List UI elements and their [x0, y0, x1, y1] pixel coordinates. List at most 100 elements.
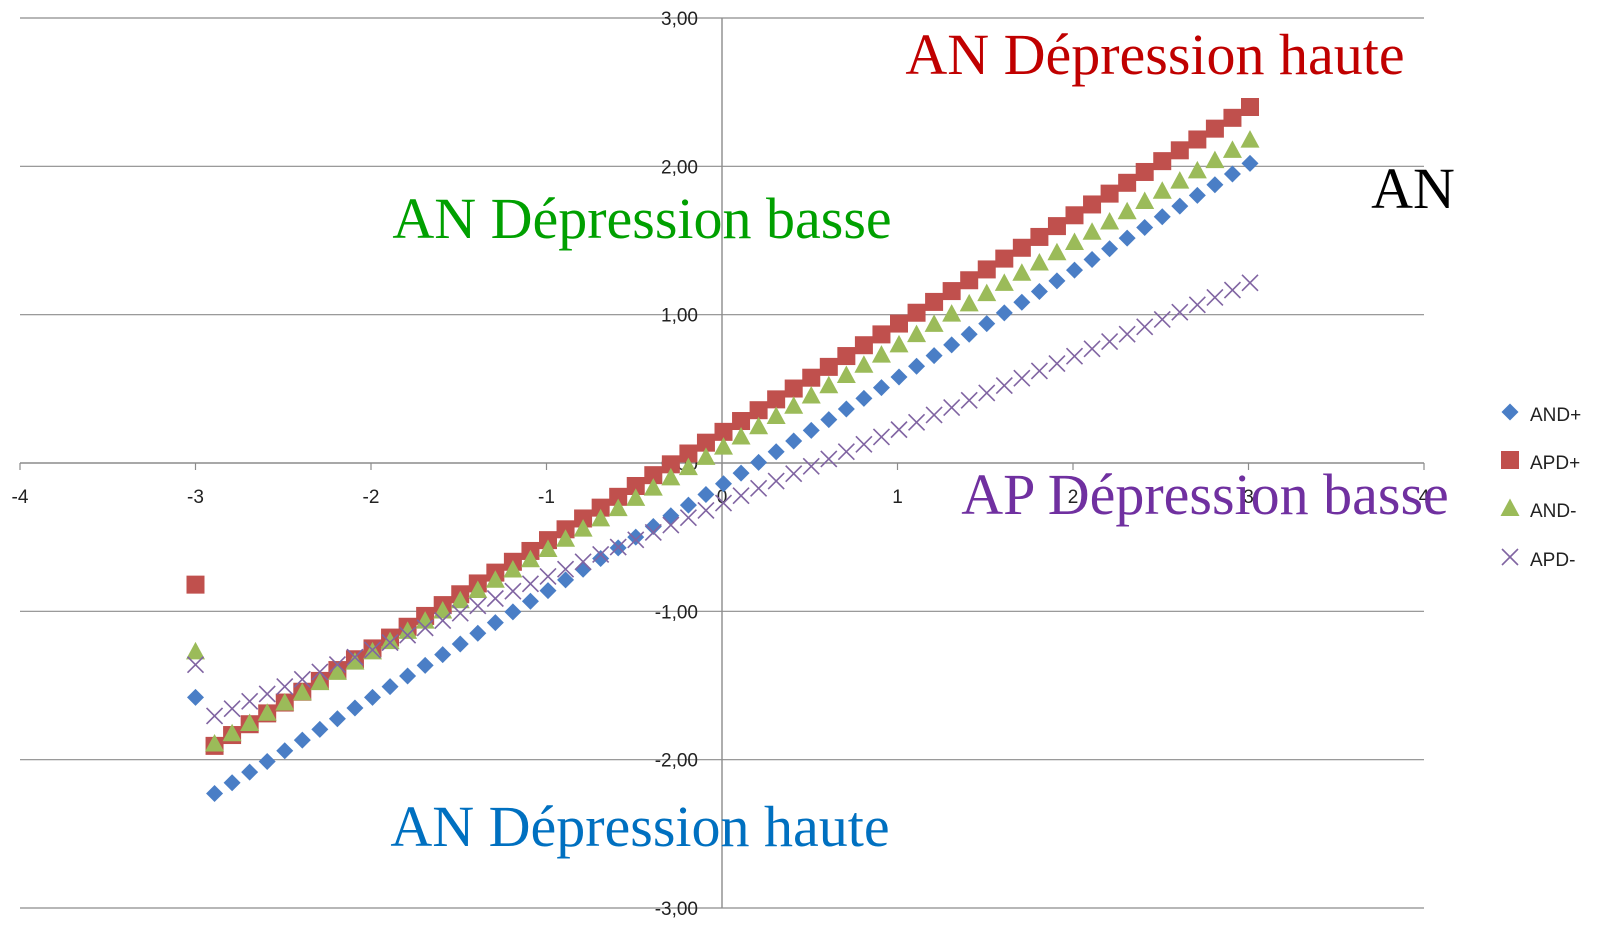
data-point-and-plus: [293, 731, 311, 749]
data-point-apd-plus: [1083, 195, 1102, 214]
data-point-apd-minus-stroke: [697, 501, 715, 519]
x-tick-label: -1: [538, 487, 555, 508]
data-point-and-plus: [662, 507, 680, 525]
data-point-and-plus: [206, 784, 224, 802]
data-point-apd-plus: [819, 357, 838, 376]
data-point-apd-minus: [416, 619, 434, 637]
data-point-apd-minus: [469, 597, 487, 615]
data-point-apd-minus: [750, 479, 768, 497]
legend-label-apd-plus: APD+: [1530, 453, 1580, 474]
data-point-and-minus: [222, 723, 242, 742]
data-point-apd-minus-stroke: [802, 457, 820, 475]
data-point-apd-plus: [1153, 152, 1172, 171]
data-point-apd-plus: [995, 249, 1014, 268]
data-point-and-minus: [327, 662, 347, 680]
x-tick-label: 4: [1419, 487, 1430, 508]
data-point-apd-minus: [258, 685, 276, 703]
data-point-apd-minus: [1153, 310, 1171, 329]
data-point-apd-minus-stroke: [186, 656, 205, 674]
data-point-apd-minus-stroke: [820, 450, 838, 468]
data-point-and-minus: [468, 580, 488, 598]
data-point-apd-minus-stroke: [1171, 303, 1189, 321]
data-point-apd-plus: [1047, 217, 1066, 236]
data-point-and-minus: [591, 508, 611, 527]
legend-label-and-minus: AND-: [1530, 501, 1576, 522]
data-point-and-minus: [485, 570, 505, 588]
data-point-and-plus: [855, 389, 873, 407]
data-point-and-minus: [1222, 140, 1242, 158]
data-point-apd-minus-stroke: [785, 465, 803, 483]
data-point-and-plus: [1066, 261, 1083, 279]
data-point-apd-minus: [363, 641, 382, 659]
series-and-minusplus: [187, 154, 1259, 802]
data-point-and-plus: [557, 571, 575, 589]
data-point-apd-minus: [802, 457, 820, 475]
data-point-apd-minus-stroke: [451, 604, 469, 622]
data-point-and-plus: [1153, 208, 1171, 226]
data-point-apd-plus: [907, 303, 926, 322]
data-point-apd-minus: [186, 656, 205, 674]
data-point-and-plus: [1083, 250, 1101, 268]
data-point-apd-minus: [978, 384, 996, 402]
data-point-and-plus: [574, 560, 592, 578]
data-point-and-minus: [345, 652, 365, 670]
data-point-and-minus: [415, 611, 435, 629]
x-tick-label: -3: [187, 487, 204, 508]
data-point-and-plus: [504, 603, 522, 621]
data-point-and-minus: [749, 416, 769, 435]
data-point-apd-minus: [872, 428, 891, 446]
data-point-and-minus: [1012, 263, 1032, 281]
data-point-and-plus: [785, 432, 803, 450]
data-point-apd-plus: [661, 455, 680, 474]
data-point-apd-minus-stroke: [837, 443, 855, 461]
data-point-apd-minus: [767, 472, 785, 490]
data-point-and-minus: [380, 631, 400, 650]
data-point-apd-plus: [1223, 108, 1242, 127]
data-point-and-plus: [943, 336, 961, 354]
data-point-apd-minus: [1118, 325, 1136, 343]
data-point-apd-minus-stroke: [486, 589, 504, 608]
legend-marker-shape: [1500, 498, 1520, 516]
data-point-and-plus: [995, 304, 1013, 322]
data-point-apd-minus-stroke: [750, 479, 768, 497]
data-point-and-plus: [346, 699, 364, 717]
legend-label-apd-minus: APD-: [1530, 550, 1575, 571]
data-point-apd-minus-stroke: [627, 531, 645, 549]
x-tick-label: -4: [12, 487, 29, 508]
data-point-apd-minus: [995, 377, 1013, 395]
data-point-and-minus: [1100, 212, 1120, 230]
data-point-apd-minus-stroke: [1223, 281, 1242, 299]
data-point-and-minus: [643, 478, 663, 496]
data-point-and-plus: [767, 443, 785, 461]
data-point-apd-minus-stroke: [469, 597, 487, 615]
data-point-apd-plus: [784, 379, 803, 398]
data-point-apd-minus-stroke: [556, 560, 575, 578]
data-point-and-minus: [186, 641, 205, 660]
data-point-and-plus: [241, 763, 259, 781]
data-point-apd-minus-stroke: [679, 509, 697, 527]
data-point-apd-minus-stroke: [223, 700, 241, 718]
legend-item-and-plus: AND+: [1501, 403, 1581, 426]
data-point-and-plus: [399, 667, 417, 685]
data-point-and-minus: [977, 283, 997, 302]
legend-triangle-marker: [1500, 498, 1520, 516]
data-point-apd-minus: [241, 692, 259, 710]
data-point-apd-minus: [574, 553, 592, 571]
data-point-and-plus: [872, 379, 890, 397]
data-point-apd-minus-stroke: [644, 523, 662, 541]
data-point-and-plus: [1223, 165, 1241, 183]
data-point-apd-minus-stroke: [205, 707, 224, 725]
x-tick-label: 1: [892, 487, 903, 508]
y-tick-label: 2,00: [661, 157, 698, 178]
data-point-and-plus: [820, 411, 838, 429]
data-point-and-minus: [678, 457, 698, 476]
data-point-apd-minus: [697, 501, 715, 519]
data-point-and-plus: [469, 624, 487, 642]
data-point-apd-minus-stroke: [1013, 369, 1031, 387]
data-point-apd-minus: [1048, 354, 1066, 373]
data-point-apd-plus: [609, 487, 628, 506]
data-point-apd-plus: [644, 466, 663, 485]
data-point-and-plus: [258, 752, 276, 770]
data-point-apd-minus: [328, 656, 346, 674]
legend-label-and-plus: AND+: [1530, 405, 1581, 426]
